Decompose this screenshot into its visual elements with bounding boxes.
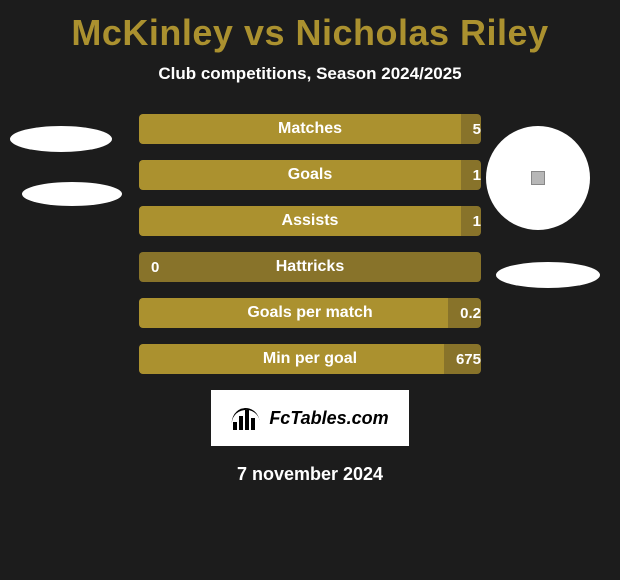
stat-bar-row: 675Min per goal bbox=[139, 344, 481, 374]
stat-bar-row: 0Hattricks bbox=[139, 252, 481, 282]
stat-bar-value: 5 bbox=[461, 121, 481, 138]
player2-club-badge bbox=[496, 262, 600, 288]
stat-bar-fill bbox=[139, 298, 448, 328]
stat-bar-fill bbox=[139, 114, 461, 144]
page-title: McKinley vs Nicholas Riley bbox=[0, 0, 620, 54]
stat-bar-row: 0.2Goals per match bbox=[139, 298, 481, 328]
stat-bar-row: 1Assists bbox=[139, 206, 481, 236]
player2-avatar bbox=[486, 126, 590, 230]
logo-text: FcTables.com bbox=[269, 408, 388, 429]
generated-date: 7 november 2024 bbox=[0, 464, 620, 485]
subtitle: Club competitions, Season 2024/2025 bbox=[0, 64, 620, 84]
stat-bar-fill bbox=[139, 160, 461, 190]
logo-chart-icon bbox=[231, 406, 263, 430]
stat-bar-fill bbox=[139, 206, 461, 236]
stat-bar-value: 1 bbox=[461, 167, 481, 184]
stat-bars-container: 5Matches 1Goals 1Assists 0Hattricks 0.2Goals… bbox=[139, 114, 481, 374]
stat-bar-value: 675 bbox=[444, 351, 481, 368]
stat-bar-row: 1Goals bbox=[139, 160, 481, 190]
stat-bar-value: 1 bbox=[461, 213, 481, 230]
main-content: 5Matches 1Goals 1Assists 0Hattricks 0.2Goals… bbox=[0, 114, 620, 374]
stat-bar-value: 0 bbox=[139, 259, 159, 276]
player1-avatar-bottom bbox=[22, 182, 122, 206]
avatar-placeholder-icon bbox=[531, 171, 545, 185]
stat-bar-value: 0.2 bbox=[448, 305, 481, 322]
player1-avatar-top bbox=[10, 126, 112, 152]
stat-bar-row: 5Matches bbox=[139, 114, 481, 144]
fctables-logo: FcTables.com bbox=[211, 390, 409, 446]
stat-bar-fill bbox=[139, 344, 444, 374]
stat-bar-label: Hattricks bbox=[139, 258, 481, 276]
